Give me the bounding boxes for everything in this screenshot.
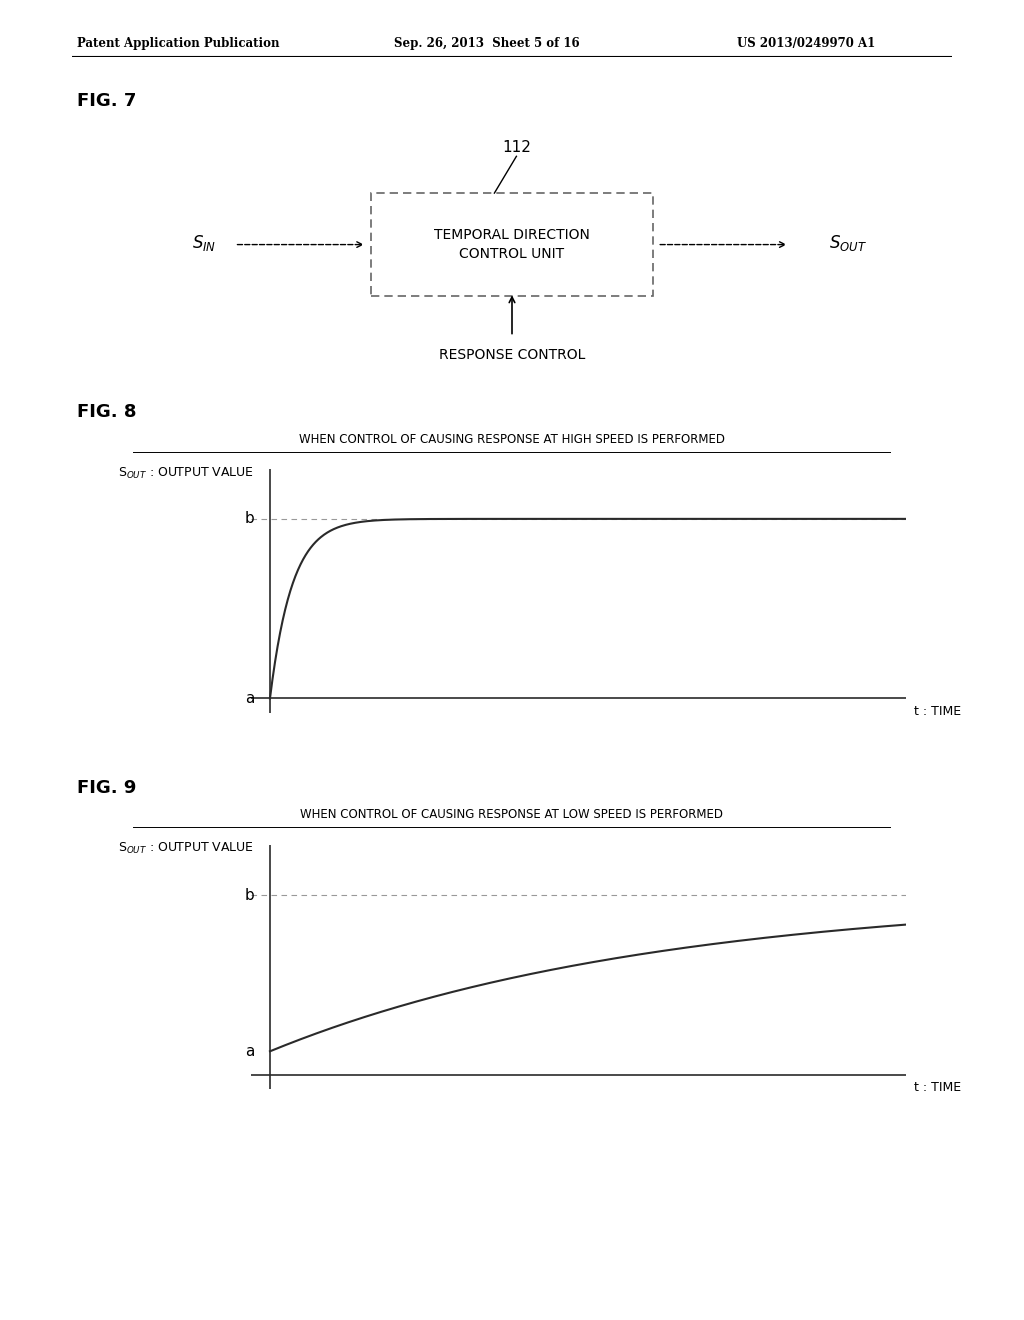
- Text: Sep. 26, 2013  Sheet 5 of 16: Sep. 26, 2013 Sheet 5 of 16: [394, 37, 580, 50]
- Text: FIG. 9: FIG. 9: [77, 779, 136, 797]
- Text: Patent Application Publication: Patent Application Publication: [77, 37, 280, 50]
- Text: S$_{OUT}$ : OUTPUT VALUE: S$_{OUT}$ : OUTPUT VALUE: [118, 841, 254, 855]
- Text: FIG. 7: FIG. 7: [77, 92, 136, 111]
- Text: t : TIME: t : TIME: [914, 1081, 962, 1094]
- Text: a: a: [245, 690, 254, 706]
- Text: TEMPORAL DIRECTION
CONTROL UNIT: TEMPORAL DIRECTION CONTROL UNIT: [434, 228, 590, 261]
- Text: a: a: [245, 1044, 254, 1059]
- Text: t : TIME: t : TIME: [914, 705, 962, 718]
- Text: b: b: [245, 887, 254, 903]
- Text: $S_{OUT}$: $S_{OUT}$: [829, 234, 867, 253]
- Text: WHEN CONTROL OF CAUSING RESPONSE AT LOW SPEED IS PERFORMED: WHEN CONTROL OF CAUSING RESPONSE AT LOW …: [300, 808, 724, 821]
- Text: $S_{IN}$: $S_{IN}$: [191, 234, 216, 253]
- Text: b: b: [245, 511, 254, 527]
- Text: RESPONSE CONTROL: RESPONSE CONTROL: [439, 347, 585, 362]
- Text: 112: 112: [502, 140, 530, 154]
- Text: FIG. 8: FIG. 8: [77, 403, 136, 421]
- Text: S$_{OUT}$ : OUTPUT VALUE: S$_{OUT}$ : OUTPUT VALUE: [118, 466, 254, 480]
- Text: WHEN CONTROL OF CAUSING RESPONSE AT HIGH SPEED IS PERFORMED: WHEN CONTROL OF CAUSING RESPONSE AT HIGH…: [299, 433, 725, 446]
- Text: US 2013/0249970 A1: US 2013/0249970 A1: [737, 37, 876, 50]
